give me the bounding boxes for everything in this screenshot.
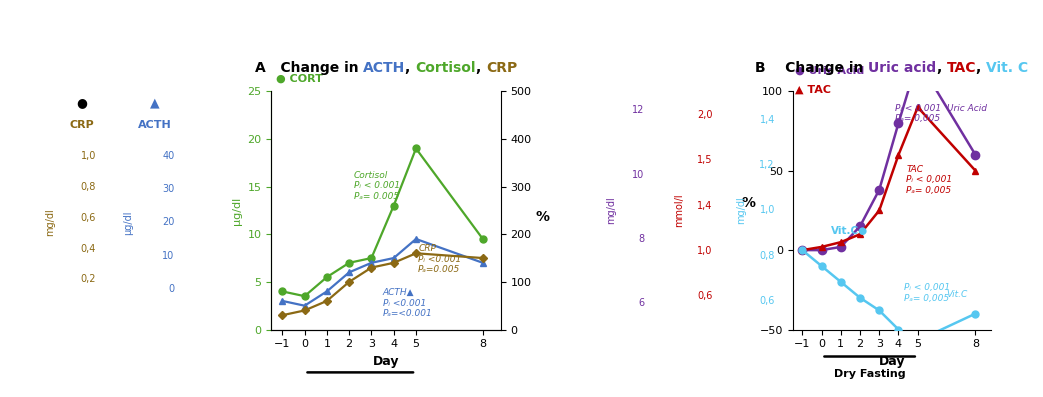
Text: TAC
Pᵢ < 0,001
Pₐ= 0,005: TAC Pᵢ < 0,001 Pₐ= 0,005 <box>906 165 952 195</box>
Text: Dry Fasting: Dry Fasting <box>833 369 905 379</box>
Text: 1,0: 1,0 <box>81 150 96 161</box>
Text: mg/dl: mg/dl <box>45 208 55 236</box>
Text: Pᵢ < 0,001
Pₐ= 0,005: Pᵢ < 0,001 Pₐ= 0,005 <box>904 283 950 303</box>
Text: 40: 40 <box>163 150 174 161</box>
Text: μg/dl: μg/dl <box>123 210 134 235</box>
Text: ● CORT: ● CORT <box>275 74 322 84</box>
Text: 1,4: 1,4 <box>697 200 712 211</box>
Text: Uric acid: Uric acid <box>869 62 937 75</box>
X-axis label: Day: Day <box>878 355 905 368</box>
Text: ,: , <box>476 62 486 75</box>
Text: 0,6: 0,6 <box>81 212 96 223</box>
Y-axis label: %: % <box>742 197 755 210</box>
Text: Vit. C: Vit. C <box>987 62 1028 75</box>
Text: ,: , <box>406 62 415 75</box>
Text: 0,2: 0,2 <box>80 274 96 285</box>
Text: Vit.C●: Vit.C● <box>831 226 868 236</box>
Text: 1,4: 1,4 <box>759 115 775 125</box>
Text: Cortisol: Cortisol <box>415 62 476 75</box>
Text: A   Change in: A Change in <box>254 62 363 75</box>
Text: 10: 10 <box>632 170 645 180</box>
Text: Vit.C: Vit.C <box>947 290 968 299</box>
Text: 10: 10 <box>163 251 174 261</box>
Text: 20: 20 <box>162 217 174 227</box>
Text: CRP: CRP <box>486 62 517 75</box>
Text: 2,0: 2,0 <box>697 110 712 120</box>
Text: Pᵢ < 0,001  Uric Acid
Pₐ= 0,005: Pᵢ < 0,001 Uric Acid Pₐ= 0,005 <box>895 104 987 123</box>
Text: ▲ TAC: ▲ TAC <box>795 85 830 94</box>
Text: TAC: TAC <box>947 62 976 75</box>
Text: 30: 30 <box>163 184 174 194</box>
Text: ACTH: ACTH <box>363 62 406 75</box>
Text: 6: 6 <box>638 298 645 308</box>
Text: 12: 12 <box>632 105 645 116</box>
X-axis label: Day: Day <box>372 355 399 368</box>
Text: 1,5: 1,5 <box>697 155 712 166</box>
Text: 0,8: 0,8 <box>81 181 96 192</box>
Text: ,: , <box>937 62 947 75</box>
Text: mmol/l: mmol/l <box>674 194 684 227</box>
Text: ACTH: ACTH <box>138 120 171 130</box>
Text: Cortisol
Pᵢ < 0.001
Pₐ= 0.005: Cortisol Pᵢ < 0.001 Pₐ= 0.005 <box>354 171 399 201</box>
Text: ●: ● <box>76 96 88 109</box>
Text: 0,6: 0,6 <box>759 296 775 306</box>
Text: 0: 0 <box>168 284 174 294</box>
Text: 1,2: 1,2 <box>759 160 775 170</box>
Text: CRP: CRP <box>70 120 94 130</box>
Text: mg/dl: mg/dl <box>736 197 747 224</box>
Y-axis label: %: % <box>536 210 550 224</box>
Text: ,: , <box>976 62 987 75</box>
Text: 1,0: 1,0 <box>697 246 712 256</box>
Text: 1,0: 1,0 <box>759 205 775 216</box>
Text: ACTH▲
Pᵢ <0.001
Pₐ=<0.001: ACTH▲ Pᵢ <0.001 Pₐ=<0.001 <box>383 288 432 318</box>
Text: 0,6: 0,6 <box>697 291 712 301</box>
Text: mg/dl: mg/dl <box>606 197 616 224</box>
Text: B    Change in: B Change in <box>755 62 869 75</box>
Y-axis label: μg/dl: μg/dl <box>232 196 242 225</box>
Text: CRP
Pᵢ <0.001
Pₐ=0.005: CRP Pᵢ <0.001 Pₐ=0.005 <box>418 245 461 274</box>
Text: ▲: ▲ <box>149 96 160 109</box>
Text: 0,8: 0,8 <box>759 251 775 261</box>
Text: 8: 8 <box>638 234 645 244</box>
Text: 0,4: 0,4 <box>81 243 96 254</box>
Text: ● Uric Acid: ● Uric Acid <box>795 66 864 75</box>
